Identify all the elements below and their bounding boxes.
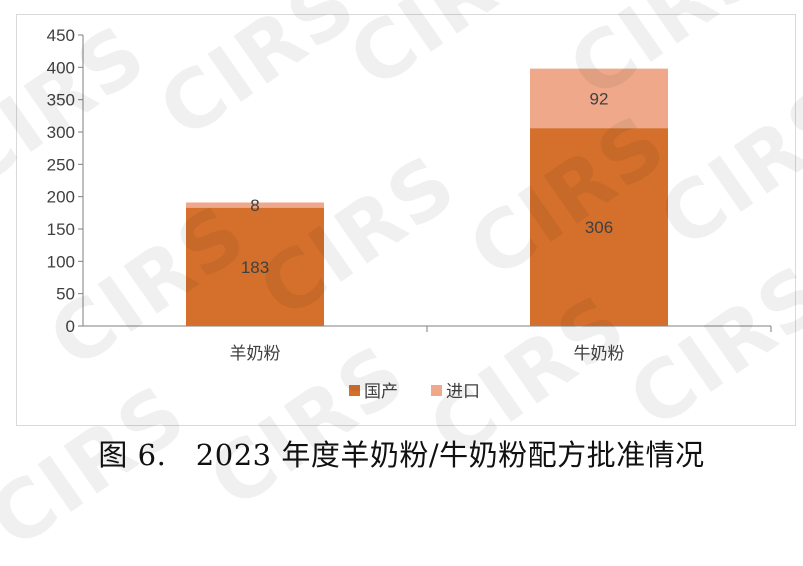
y-tick-label: 400 xyxy=(47,58,75,77)
y-tick-label: 150 xyxy=(47,220,75,239)
legend-swatch xyxy=(431,385,442,396)
y-tick-label: 350 xyxy=(47,91,75,110)
stacked-bar-chart: 0 50 100 150 200 250 300 350 400 450 羊奶粉 183 8 牛奶粉 306… xyxy=(47,26,772,402)
legend-label: 国产 xyxy=(364,382,398,402)
y-tick-label: 100 xyxy=(47,252,75,271)
y-tick-label: 250 xyxy=(47,155,75,174)
x-tick-label: 牛奶粉 xyxy=(574,344,625,364)
y-tick-label: 300 xyxy=(47,123,75,142)
chart-frame: 0 50 100 150 200 250 300 350 400 450 羊奶粉 183 8 牛奶粉 306… xyxy=(16,14,796,426)
figure-caption: 图 6. 2023 年度羊奶粉/牛奶粉配方批准情况 xyxy=(98,438,705,472)
bar-domestic xyxy=(530,128,668,326)
y-tick-label: 200 xyxy=(47,188,75,207)
legend-swatch xyxy=(349,385,360,396)
bar-import xyxy=(530,68,668,129)
y-tick-label: 450 xyxy=(47,26,75,45)
data-label: 92 xyxy=(590,89,609,108)
legend-label: 进口 xyxy=(446,382,480,402)
bar-import xyxy=(186,202,324,208)
data-label: 8 xyxy=(250,196,259,215)
x-tick-label: 羊奶粉 xyxy=(230,344,281,364)
bar-domestic xyxy=(186,207,324,326)
data-label: 183 xyxy=(241,258,269,277)
y-tick-label: 0 xyxy=(66,317,75,336)
y-tick-label: 50 xyxy=(56,285,75,304)
data-label: 306 xyxy=(585,218,613,237)
